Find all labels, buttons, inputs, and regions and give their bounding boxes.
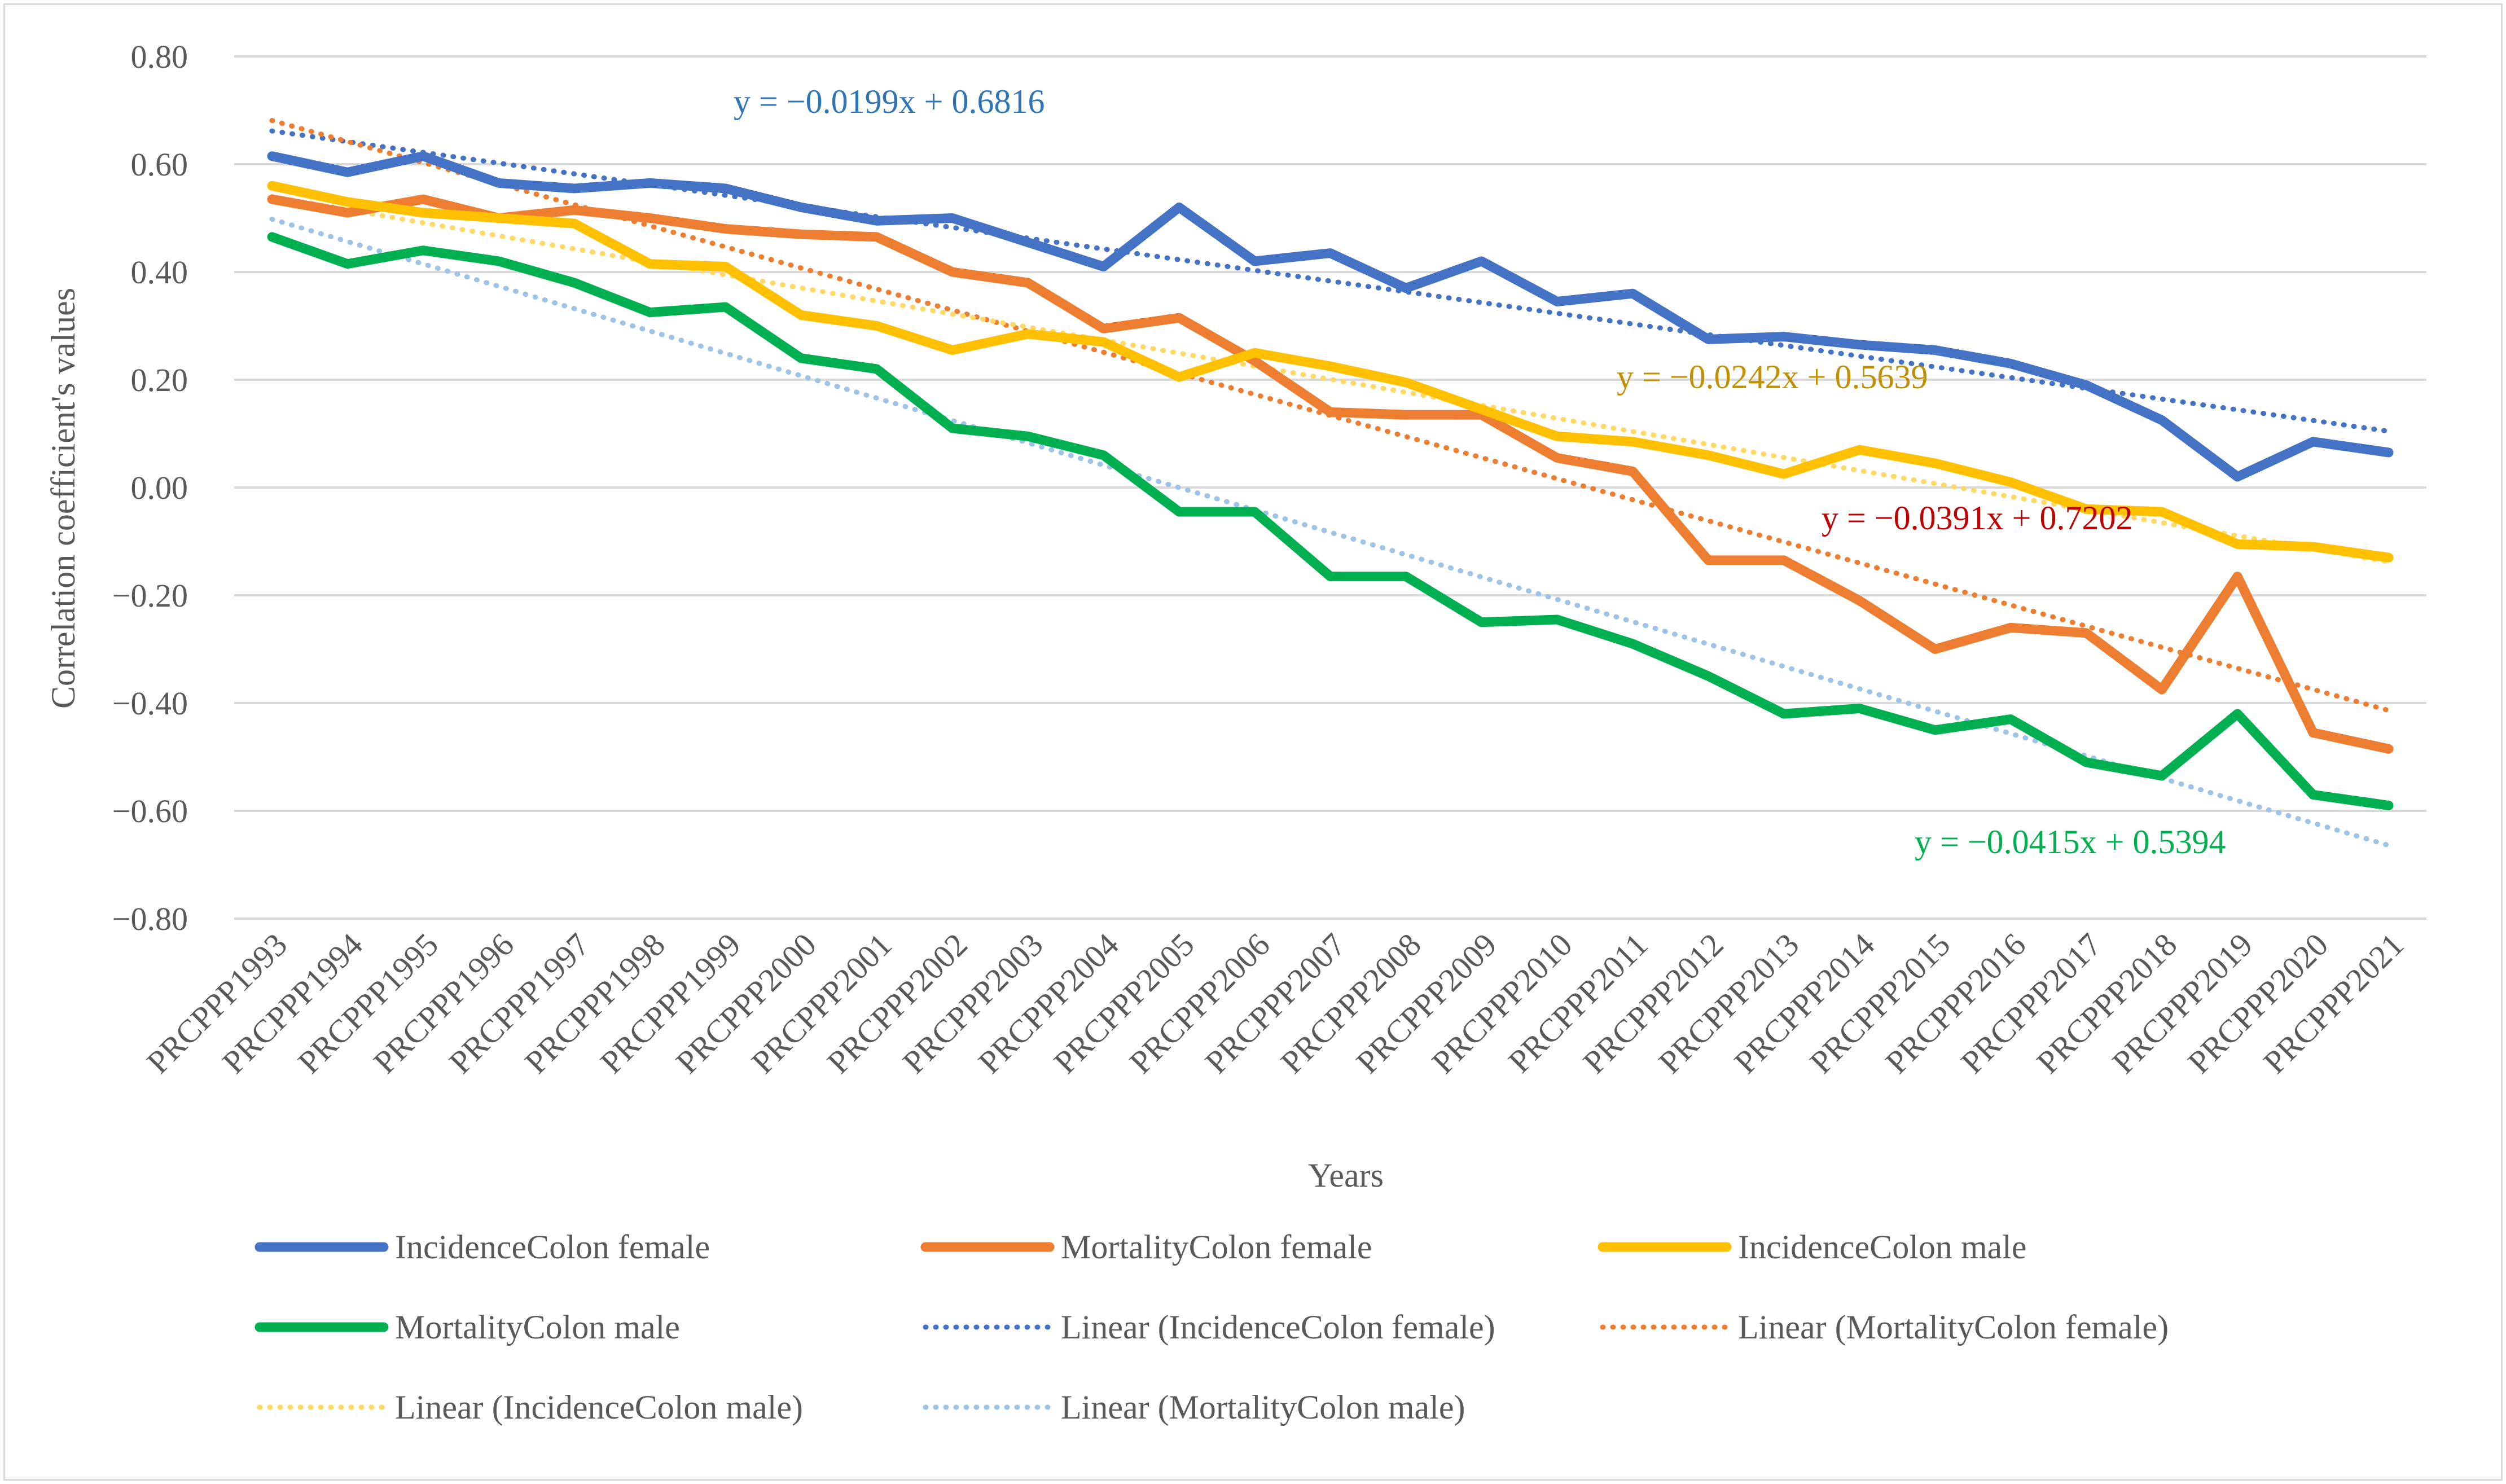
legend-label: Linear (IncidenceColon female) <box>1061 1309 1495 1346</box>
legend-label: MortalityColon male <box>395 1309 680 1346</box>
y-tick-label: −0.40 <box>112 685 188 722</box>
legend-item: Linear (IncidenceColon female) <box>923 1309 1495 1346</box>
legend-label: Linear (MortalityColon female) <box>1738 1309 2169 1346</box>
trend-equation-label: y = −0.0391x + 0.7202 <box>1822 499 2133 537</box>
x-axis-label: Years <box>1308 1157 1384 1194</box>
legend-label: IncidenceColon female <box>395 1228 710 1266</box>
legend: IncidenceColon female MortalityColon fema… <box>254 1228 2169 1426</box>
legend-item: Linear (MortalityColon female) <box>1600 1309 2169 1346</box>
series-line-mortalitycolon-male <box>267 232 2394 810</box>
legend-item: IncidenceColon female <box>254 1228 710 1266</box>
legend-item: MortalityColon female <box>920 1228 1372 1266</box>
series-lines <box>267 151 2394 810</box>
y-tick-label: −0.80 <box>112 901 188 937</box>
trend-equation-label: y = −0.0242x + 0.5639 <box>1617 358 1928 396</box>
trendline-linear-mortalitycolon-male <box>269 217 2391 848</box>
series-line-incidencecolon-male <box>267 181 2394 563</box>
gridlines <box>234 55 2426 920</box>
trendline-linear-incidencecolon-male <box>269 194 2391 565</box>
trend-equation-label: y = −0.0415x + 0.5394 <box>1915 823 2226 860</box>
series-line-incidencecolon-female <box>267 151 2394 482</box>
legend-label: Linear (MortalityColon male) <box>1061 1389 1465 1426</box>
y-axis-label: Correlation coefficient's values <box>45 288 82 709</box>
trend-equations: y = −0.0199x + 0.6816 y = −0.0242x + 0.56… <box>734 83 2226 860</box>
trend-equation-label: y = −0.0199x + 0.6816 <box>734 83 1045 120</box>
legend-item: MortalityColon male <box>254 1309 680 1346</box>
y-tick-label: 0.80 <box>131 38 188 75</box>
y-tick-label: −0.60 <box>112 793 188 829</box>
legend-item: Linear (IncidenceColon male) <box>257 1389 803 1426</box>
trendline-linear-incidencecolon-female <box>269 128 2391 434</box>
legend-label: IncidenceColon male <box>1738 1228 2026 1266</box>
x-axis-ticks: PRCPPP1993PRCPPP1994PRCPPP1995PRCPPP1996… <box>139 926 2411 1081</box>
legend-item: IncidenceColon male <box>1597 1228 2026 1266</box>
y-tick-label: 0.00 <box>131 469 188 506</box>
legend-label: Linear (IncidenceColon male) <box>395 1389 803 1426</box>
y-tick-label: 0.60 <box>131 146 188 183</box>
y-axis-ticks: 0.80 0.60 0.40 0.20 0.00 −0.20 −0.40 −0.60 −0.80 <box>112 38 188 937</box>
y-tick-label: −0.20 <box>112 577 188 614</box>
y-tick-label: 0.20 <box>131 362 188 398</box>
y-tick-label: 0.40 <box>131 254 188 291</box>
legend-item: Linear (MortalityColon male) <box>923 1389 1465 1426</box>
series-line-mortalitycolon-female <box>267 194 2394 754</box>
legend-label: MortalityColon female <box>1061 1228 1372 1266</box>
